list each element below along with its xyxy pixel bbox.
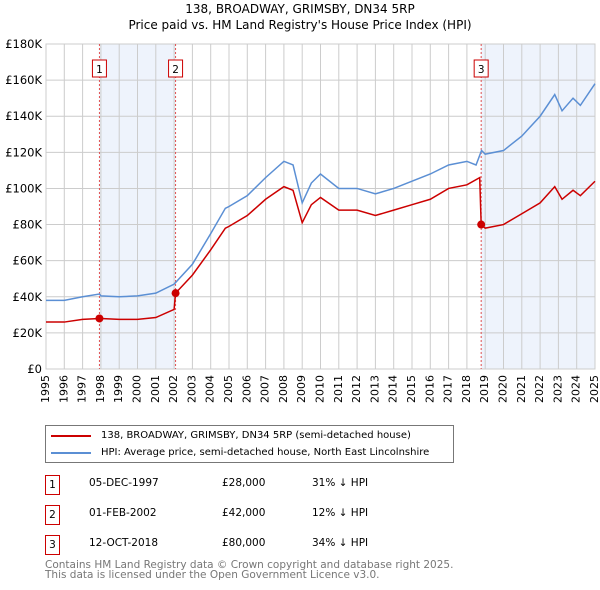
x-tick-label: 2009 [295,375,308,403]
x-tick-label: 2010 [314,375,327,403]
sale-point [95,314,104,323]
x-tick-label: 2012 [350,375,363,403]
x-tick-label: 2008 [277,375,290,403]
x-tick-label: 2005 [222,375,235,403]
x-tick-label: 2015 [405,375,418,403]
sale-hpi-diff: 34% ↓ HPI [312,537,369,549]
sale-row: 1 05-DEC-1997 £28,000 31% ↓ HPI [45,475,465,495]
legend-item-hpi: HPI: Average price, semi-detached house,… [51,447,429,458]
x-tick-label: 1999 [112,375,125,403]
sale-number-badge: 1 [45,475,60,495]
x-tick-label: 2001 [149,375,162,403]
sale-number-badge: 2 [45,505,60,525]
sale-date: 01-FEB-2002 [89,507,157,519]
y-tick-label: £40K [13,290,43,304]
y-tick-label: £140K [5,109,42,123]
sale-price: £80,000 [222,537,266,549]
footer-line: This data is licensed under the Open Gov… [45,569,380,581]
sale-label: 3 [478,64,485,76]
x-tick-label: 2022 [533,375,546,403]
sale-label-box [473,59,489,78]
y-tick-label: £20K [13,326,43,340]
legend: 138, BROADWAY, GRIMSBY, DN34 5RP (semi-d… [45,425,454,463]
y-tick-label: £0 [27,362,42,376]
plot-frame [45,43,596,370]
x-tick-label: 2014 [387,375,400,403]
chart-subtitle: Price paid vs. HM Land Registry's House … [128,18,472,32]
x-tick-label: 1997 [76,375,89,403]
y-tick-label: £160K [5,73,42,87]
sale-label-box [168,59,184,78]
sale-hpi-diff: 31% ↓ HPI [312,477,369,489]
sale-point [171,289,180,298]
footer-line: Contains HM Land Registry data © Crown c… [45,559,454,571]
footer: Contains HM Land Registry data © Crown c… [45,559,454,581]
x-tick-label: 2019 [478,375,491,403]
series-line [46,176,596,323]
x-tick-label: 2013 [368,375,381,403]
chart-title: 138, BROADWAY, GRIMSBY, DN34 5RP [185,2,415,16]
x-tick-label: 2024 [570,375,583,403]
x-tick-label: 1998 [94,375,107,403]
x-tick-label: 2016 [423,375,436,403]
sale-price: £42,000 [222,507,266,519]
sale-date: 05-DEC-1997 [89,477,159,489]
x-tick-label: 2020 [497,375,510,403]
legend-swatch [51,451,91,454]
sale-label: 1 [96,64,103,76]
x-tick-label: 2004 [204,375,217,403]
x-tick-label: 2017 [442,375,455,403]
sale-number-badge: 3 [45,535,60,555]
sale-label: 2 [172,64,179,76]
legend-label: HPI: Average price, semi-detached house,… [101,447,430,458]
shaded-period [481,44,595,369]
x-tick-label: 1995 [39,375,52,403]
y-tick-label: £180K [5,37,42,51]
x-tick-label: 2025 [588,375,600,403]
series-line [46,83,596,302]
sale-date: 12-OCT-2018 [89,537,158,549]
sale-hpi-diff: 12% ↓ HPI [312,507,369,519]
x-tick-label: 1996 [57,375,70,403]
x-tick-label: 2002 [167,375,180,403]
y-tick-label: £80K [13,218,43,232]
x-tick-label: 2011 [332,375,345,403]
sale-price: £28,000 [222,477,266,489]
y-tick-label: £120K [5,145,42,159]
legend-item-property: 138, BROADWAY, GRIMSBY, DN34 5RP (semi-d… [51,430,411,441]
x-tick-label: 2003 [185,375,198,403]
sale-row: 2 01-FEB-2002 £42,000 12% ↓ HPI [45,505,465,525]
x-tick-label: 2006 [240,375,253,403]
plot-area: 1995 1996 1997 1998 1999 2000 2001 2002 2003 2004… [5,37,600,403]
x-tick-label: 2023 [551,375,564,403]
x-tick-label: 2018 [460,375,473,403]
sale-row: 3 12-OCT-2018 £80,000 34% ↓ HPI [45,535,465,555]
y-tick-label: £60K [13,254,43,268]
x-tick-label: 2007 [259,375,272,403]
legend-label: 138, BROADWAY, GRIMSBY, DN34 5RP (semi-d… [101,430,411,441]
legend-swatch [51,434,91,437]
sale-label-box [91,59,107,78]
x-tick-label: 2021 [515,375,528,403]
x-tick-label: 2000 [131,375,144,403]
y-tick-label: £100K [5,181,42,195]
sale-point [477,220,486,229]
